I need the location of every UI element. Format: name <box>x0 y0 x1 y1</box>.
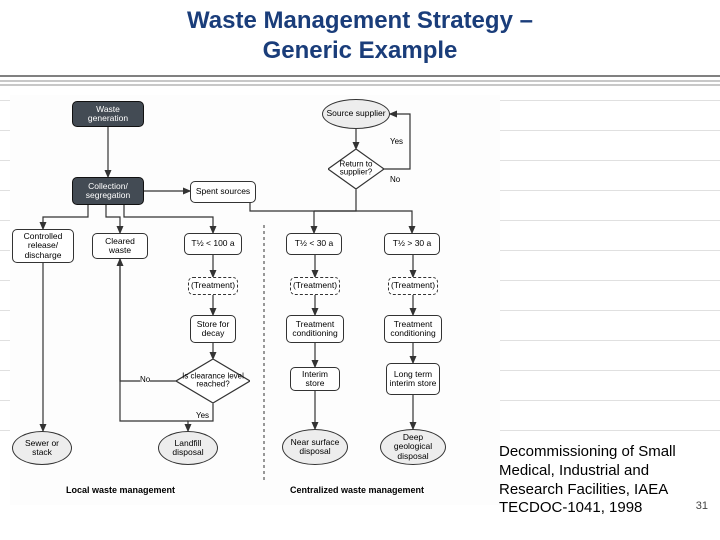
node-t-half-30a: T½ < 30 a <box>286 233 342 255</box>
node-label: (Treatment) <box>293 281 337 290</box>
title-line1: Waste Management Strategy – <box>187 7 533 34</box>
page-number: 31 <box>696 500 708 512</box>
title-line2: Generic Example <box>263 37 458 64</box>
node-label: Is clearance level reached? <box>176 373 250 390</box>
title-underline-2 <box>0 80 720 82</box>
node-near-surface: Near surface disposal <box>282 429 348 465</box>
node-label: T½ > 30 a <box>393 239 432 248</box>
node-treatment-conditioning-2: Treatment conditioning <box>384 315 442 343</box>
node-waste-generation: Waste generation <box>72 101 144 127</box>
node-treatment-1: (Treatment) <box>188 277 238 295</box>
node-treatment-2: (Treatment) <box>290 277 340 295</box>
node-label: Collection/ segregation <box>75 182 141 201</box>
section-local: Local waste management <box>66 485 175 495</box>
node-label: (Treatment) <box>391 281 435 290</box>
slide-caption: Decommissioning of Small Medical, Indust… <box>499 443 694 518</box>
node-label: Sewer or stack <box>15 439 69 458</box>
slide-title: Waste Management Strategy – Generic Exam… <box>0 6 720 66</box>
node-label: Landfill disposal <box>161 439 215 458</box>
node-long-term-store: Long term interim store <box>386 363 440 395</box>
node-label: Long term interim store <box>389 370 437 389</box>
node-label: Treatment conditioning <box>289 320 341 339</box>
edge-label-no-1: No <box>390 175 400 184</box>
node-label: (Treatment) <box>191 281 235 290</box>
node-deep-geological: Deep geological disposal <box>380 429 446 465</box>
node-interim-store: Interim store <box>290 367 340 391</box>
node-label: Spent sources <box>196 187 250 196</box>
node-label: Store for decay <box>193 320 233 339</box>
node-treatment-3: (Treatment) <box>388 277 438 295</box>
section-central: Centralized waste management <box>290 485 424 495</box>
title-underline <box>0 75 720 77</box>
node-spent-sources: Spent sources <box>190 181 256 203</box>
node-label: Treatment conditioning <box>387 320 439 339</box>
node-sewer-stack: Sewer or stack <box>12 431 72 465</box>
node-label: Controlled release/ discharge <box>15 232 71 260</box>
node-t-half-30b: T½ > 30 a <box>384 233 440 255</box>
edge-label-yes-1: Yes <box>390 137 403 146</box>
node-source-supplier: Source supplier <box>322 99 390 129</box>
node-label: Source supplier <box>326 109 385 118</box>
node-label: Near surface disposal <box>285 438 345 457</box>
node-landfill: Landfill disposal <box>158 431 218 465</box>
node-label: T½ < 30 a <box>295 239 334 248</box>
node-label: Waste generation <box>75 105 141 124</box>
node-cleared-waste: Cleared waste <box>92 233 148 259</box>
node-label: Deep geological disposal <box>383 433 443 461</box>
node-clearance-level: Is clearance level reached? <box>176 359 250 403</box>
node-label: Cleared waste <box>95 237 145 256</box>
node-treatment-conditioning-1: Treatment conditioning <box>286 315 344 343</box>
node-collection-segregation: Collection/ segregation <box>72 177 144 205</box>
node-return-supplier: Return to supplier? <box>328 149 384 189</box>
node-label: T½ < 100 a <box>191 239 234 248</box>
title-bar: Waste Management Strategy – Generic Exam… <box>0 0 720 85</box>
title-underline-3 <box>0 84 720 86</box>
flowchart-diagram: Waste generation Source supplier Return … <box>10 95 500 505</box>
edge-label-no-2: No <box>140 375 150 384</box>
node-t-half-100: T½ < 100 a <box>184 233 242 255</box>
edge-label-yes-2: Yes <box>196 411 209 420</box>
node-label: Interim store <box>293 370 337 389</box>
node-label: Return to supplier? <box>328 161 384 178</box>
node-store-decay: Store for decay <box>190 315 236 343</box>
node-controlled-release: Controlled release/ discharge <box>12 229 74 263</box>
